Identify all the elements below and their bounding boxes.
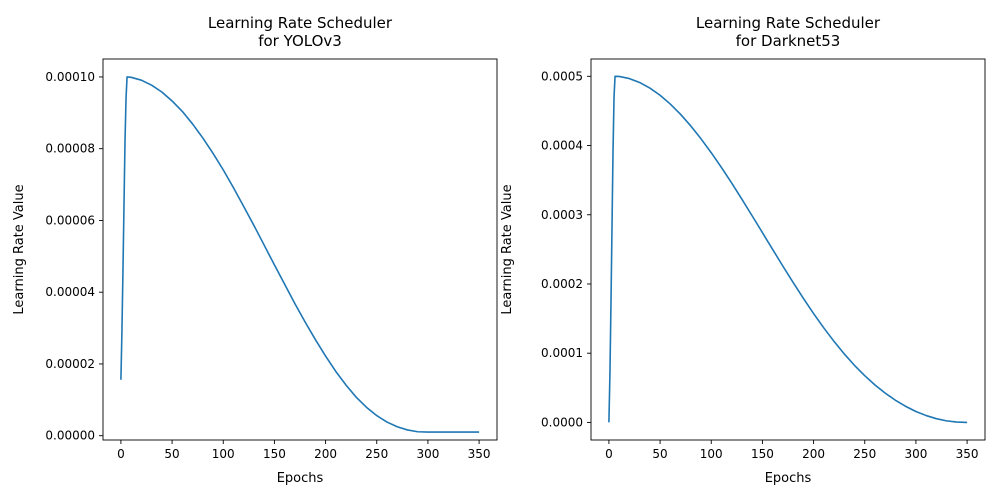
y-axis-label: Learning Rate Value [12, 184, 27, 314]
y-tick-label: 0.00000 [45, 429, 95, 443]
y-tick-label: 0.0005 [541, 69, 583, 83]
x-tick-label: 350 [468, 447, 491, 461]
y-tick-label: 0.0000 [541, 415, 583, 429]
x-tick-label: 300 [904, 447, 927, 461]
y-tick-label: 0.00006 [45, 213, 95, 227]
x-tick-label: 150 [751, 447, 774, 461]
x-tick-label: 50 [164, 447, 179, 461]
x-tick-label: 200 [314, 447, 337, 461]
chart-title-line-0: Learning Rate Scheduler [696, 14, 881, 32]
y-tick-label: 0.00008 [45, 142, 95, 156]
x-axis-label: Epochs [277, 471, 324, 486]
y-tick-label: 0.00004 [45, 285, 95, 299]
y-tick-label: 0.00010 [45, 70, 95, 84]
chart-title-line-1: for YOLOv3 [258, 32, 342, 50]
y-tick-label: 0.0002 [541, 277, 583, 291]
x-tick-label: 50 [652, 447, 667, 461]
series-line [608, 75, 968, 424]
y-tick-label: 0.0003 [541, 208, 583, 222]
series-line [120, 76, 480, 433]
x-tick-label: 0 [605, 447, 613, 461]
x-tick-label: 350 [956, 447, 979, 461]
x-tick-label: 250 [365, 447, 388, 461]
x-tick-label: 0 [117, 447, 125, 461]
x-tick-label: 100 [700, 447, 723, 461]
x-axis-label: Epochs [765, 471, 812, 486]
chart-title-line-1: for Darknet53 [736, 32, 841, 50]
axes-frame [102, 58, 498, 441]
y-tick-label: 0.00002 [45, 357, 95, 371]
chart-title-line-0: Learning Rate Scheduler [208, 14, 393, 32]
x-tick-label: 200 [802, 447, 825, 461]
x-tick-label: 300 [416, 447, 439, 461]
x-tick-label: 250 [853, 447, 876, 461]
y-tick-label: 0.0004 [541, 139, 583, 153]
axes-frame [590, 58, 986, 441]
y-tick-label: 0.0001 [541, 346, 583, 360]
y-axis-label: Learning Rate Value [500, 184, 515, 314]
x-tick-label: 100 [212, 447, 235, 461]
x-tick-label: 150 [263, 447, 286, 461]
